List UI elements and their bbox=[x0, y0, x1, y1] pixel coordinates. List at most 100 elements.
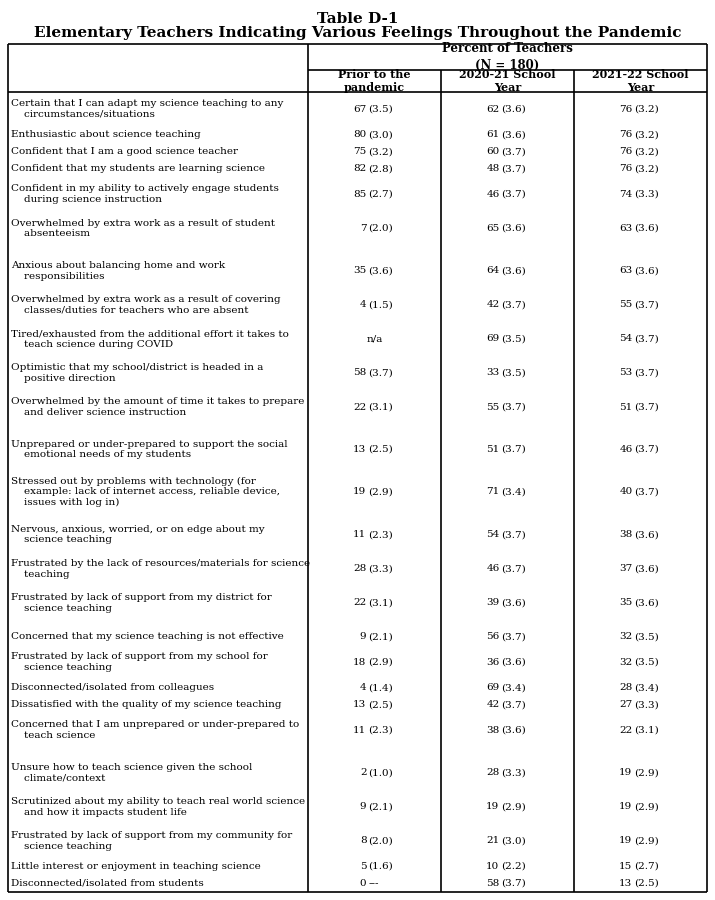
Text: 13: 13 bbox=[619, 879, 633, 888]
Text: (2.7): (2.7) bbox=[634, 862, 659, 871]
Text: (2.9): (2.9) bbox=[634, 836, 659, 845]
Text: Dissatisfied with the quality of my science teaching: Dissatisfied with the quality of my scie… bbox=[11, 700, 282, 709]
Text: 4: 4 bbox=[360, 301, 367, 310]
Text: 40: 40 bbox=[619, 488, 633, 497]
Text: (2.5): (2.5) bbox=[368, 445, 393, 454]
Text: 64: 64 bbox=[486, 266, 500, 275]
Text: (2.5): (2.5) bbox=[368, 700, 393, 709]
Text: 56: 56 bbox=[486, 632, 500, 641]
Text: 32: 32 bbox=[619, 632, 633, 641]
Text: 58: 58 bbox=[353, 368, 367, 377]
Text: Enthusiastic about science teaching: Enthusiastic about science teaching bbox=[11, 130, 201, 140]
Text: Overwhelmed by extra work as a result of covering
    classes/duties for teacher: Overwhelmed by extra work as a result of… bbox=[11, 295, 280, 315]
Text: (3.5): (3.5) bbox=[634, 658, 659, 667]
Text: 27: 27 bbox=[619, 700, 633, 709]
Text: (3.6): (3.6) bbox=[501, 130, 526, 140]
Text: Optimistic that my school/district is headed in a
    positive direction: Optimistic that my school/district is he… bbox=[11, 363, 263, 382]
Text: 76: 76 bbox=[619, 104, 633, 113]
Text: Concerned that I am unprepared or under-prepared to
    teach science: Concerned that I am unprepared or under-… bbox=[11, 721, 300, 740]
Text: (3.4): (3.4) bbox=[634, 683, 659, 692]
Text: (3.6): (3.6) bbox=[501, 266, 526, 275]
Text: 36: 36 bbox=[486, 658, 500, 667]
Text: Scrutinized about my ability to teach real world science
    and how it impacts : Scrutinized about my ability to teach re… bbox=[11, 796, 305, 816]
Text: (2.1): (2.1) bbox=[368, 802, 393, 811]
Text: 53: 53 bbox=[619, 368, 633, 377]
Text: 76: 76 bbox=[619, 148, 633, 157]
Text: (2.8): (2.8) bbox=[368, 164, 393, 173]
Text: 4: 4 bbox=[360, 683, 367, 692]
Text: Confident in my ability to actively engage students
    during science instructi: Confident in my ability to actively enga… bbox=[11, 184, 279, 204]
Text: 18: 18 bbox=[353, 658, 367, 667]
Text: Overwhelmed by the amount of time it takes to prepare
    and deliver science in: Overwhelmed by the amount of time it tak… bbox=[11, 397, 305, 417]
Text: 46: 46 bbox=[486, 564, 500, 573]
Text: Concerned that my science teaching is not effective: Concerned that my science teaching is no… bbox=[11, 632, 284, 641]
Text: (3.1): (3.1) bbox=[368, 598, 393, 608]
Text: (3.6): (3.6) bbox=[501, 224, 526, 233]
Text: 60: 60 bbox=[486, 148, 500, 157]
Text: 33: 33 bbox=[486, 368, 500, 377]
Text: (3.0): (3.0) bbox=[501, 836, 526, 845]
Text: (3.7): (3.7) bbox=[634, 301, 659, 310]
Text: 15: 15 bbox=[619, 862, 633, 871]
Text: Little interest or enjoyment in teaching science: Little interest or enjoyment in teaching… bbox=[11, 862, 261, 871]
Text: (2.1): (2.1) bbox=[368, 632, 393, 641]
Text: 62: 62 bbox=[486, 104, 500, 113]
Text: 19: 19 bbox=[619, 836, 633, 845]
Text: (3.5): (3.5) bbox=[501, 368, 526, 377]
Text: (2.9): (2.9) bbox=[501, 802, 526, 811]
Text: (3.7): (3.7) bbox=[634, 335, 659, 344]
Text: Unprepared or under-prepared to support the social
    emotional needs of my stu: Unprepared or under-prepared to support … bbox=[11, 439, 287, 459]
Text: 61: 61 bbox=[486, 130, 500, 140]
Text: Frustrated by lack of support from my school for
    science teaching: Frustrated by lack of support from my sc… bbox=[11, 652, 267, 672]
Text: 42: 42 bbox=[486, 700, 500, 709]
Text: (3.7): (3.7) bbox=[501, 879, 526, 888]
Text: 80: 80 bbox=[353, 130, 367, 140]
Text: 2020-21 School
Year: 2020-21 School Year bbox=[459, 69, 556, 93]
Text: 67: 67 bbox=[353, 104, 367, 113]
Text: (3.6): (3.6) bbox=[501, 658, 526, 667]
Text: 63: 63 bbox=[619, 224, 633, 233]
Text: (3.7): (3.7) bbox=[501, 700, 526, 709]
Text: Disconnected/isolated from colleagues: Disconnected/isolated from colleagues bbox=[11, 683, 214, 692]
Text: 19: 19 bbox=[353, 488, 367, 497]
Text: (3.6): (3.6) bbox=[368, 266, 393, 275]
Text: Frustrated by lack of support from my district for
    science teaching: Frustrated by lack of support from my di… bbox=[11, 593, 272, 613]
Text: Overwhelmed by extra work as a result of student
    absenteeism: Overwhelmed by extra work as a result of… bbox=[11, 219, 275, 238]
Text: 9: 9 bbox=[360, 802, 367, 811]
Text: (3.7): (3.7) bbox=[634, 368, 659, 377]
Text: Percent of Teachers
(N = 180): Percent of Teachers (N = 180) bbox=[442, 42, 573, 71]
Text: (3.7): (3.7) bbox=[501, 148, 526, 157]
Text: (2.3): (2.3) bbox=[368, 726, 393, 735]
Text: Anxious about balancing home and work
    responsibilities: Anxious about balancing home and work re… bbox=[11, 261, 225, 281]
Text: 13: 13 bbox=[353, 700, 367, 709]
Text: 42: 42 bbox=[486, 301, 500, 310]
Text: (3.1): (3.1) bbox=[634, 726, 659, 735]
Text: (3.7): (3.7) bbox=[634, 445, 659, 454]
Text: 22: 22 bbox=[619, 726, 633, 735]
Text: 19: 19 bbox=[619, 802, 633, 811]
Text: 54: 54 bbox=[486, 530, 500, 539]
Text: 54: 54 bbox=[619, 335, 633, 344]
Text: 63: 63 bbox=[619, 266, 633, 275]
Text: (3.6): (3.6) bbox=[634, 530, 659, 539]
Text: (3.5): (3.5) bbox=[501, 335, 526, 344]
Text: (3.3): (3.3) bbox=[634, 190, 659, 199]
Text: (2.9): (2.9) bbox=[368, 658, 393, 667]
Text: (3.5): (3.5) bbox=[368, 104, 393, 113]
Text: 0: 0 bbox=[360, 879, 367, 888]
Text: Tired/exhausted from the additional effort it takes to
    teach science during : Tired/exhausted from the additional effo… bbox=[11, 329, 289, 349]
Text: (2.3): (2.3) bbox=[368, 530, 393, 539]
Text: (3.6): (3.6) bbox=[501, 598, 526, 608]
Text: (3.2): (3.2) bbox=[634, 104, 659, 113]
Text: 2: 2 bbox=[360, 769, 367, 778]
Text: 51: 51 bbox=[619, 402, 633, 411]
Text: Frustrated by the lack of resources/materials for science
    teaching: Frustrated by the lack of resources/mate… bbox=[11, 559, 310, 579]
Text: (1.5): (1.5) bbox=[368, 301, 393, 310]
Text: (3.7): (3.7) bbox=[501, 164, 526, 173]
Text: 21: 21 bbox=[486, 836, 500, 845]
Text: Confident that my students are learning science: Confident that my students are learning … bbox=[11, 164, 265, 173]
Text: (3.6): (3.6) bbox=[634, 266, 659, 275]
Text: Confident that I am a good science teacher: Confident that I am a good science teach… bbox=[11, 148, 238, 157]
Text: (3.0): (3.0) bbox=[368, 130, 393, 140]
Text: 7: 7 bbox=[360, 224, 367, 233]
